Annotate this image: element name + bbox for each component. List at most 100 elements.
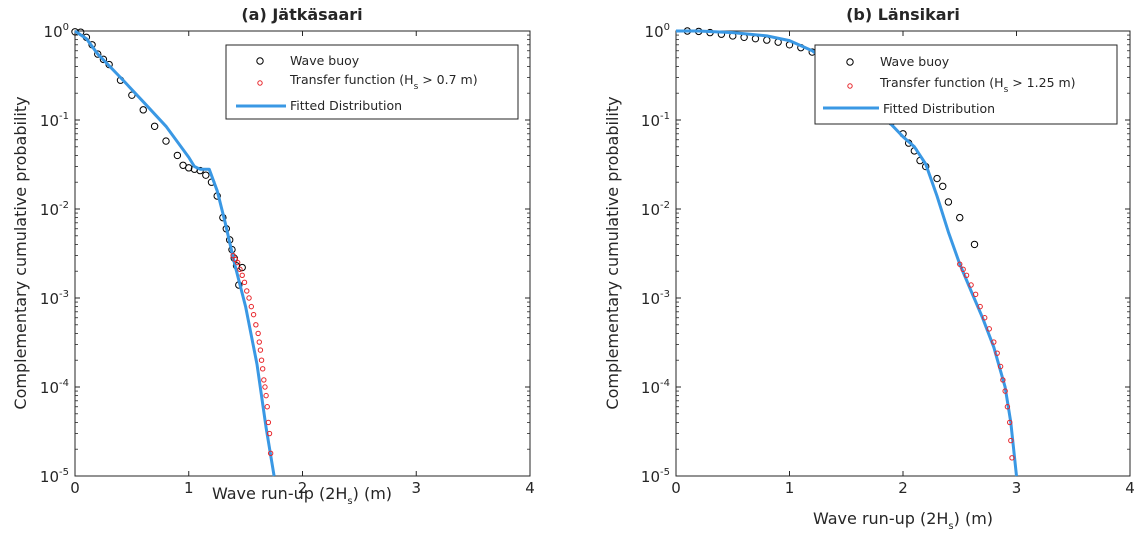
panel-b: (b) Länsikari Complementary cumulative p… bbox=[603, 5, 1135, 532]
transfer-function-point bbox=[239, 272, 245, 278]
legend-marker-buoy bbox=[846, 58, 854, 66]
transfer-function-point bbox=[997, 363, 1004, 370]
transfer-function-point bbox=[244, 288, 250, 294]
buoy-point bbox=[933, 174, 941, 183]
legend-label-buoy: Wave buoy bbox=[290, 53, 360, 68]
legend-item-fitted: Fitted Distribution bbox=[823, 101, 995, 116]
y-tick-label: 100 bbox=[44, 22, 69, 41]
transfer-function-point bbox=[972, 291, 979, 298]
fitted-distribution-line bbox=[74, 29, 276, 477]
transfer-function-point bbox=[230, 252, 236, 259]
buoy-point bbox=[939, 182, 947, 190]
transfer-function-point bbox=[977, 303, 983, 310]
x-tick-label: 3 bbox=[1012, 479, 1022, 497]
transfer-function-point bbox=[255, 330, 261, 337]
y-tick-label: 10-2 bbox=[40, 200, 69, 219]
buoy-point bbox=[150, 122, 159, 130]
y-tick-label: 10-5 bbox=[40, 467, 69, 486]
transfer-function-point bbox=[960, 266, 966, 273]
fitted-distribution-line bbox=[676, 29, 1018, 477]
transfer-function-point bbox=[263, 392, 269, 399]
legend-label-buoy: Wave buoy bbox=[880, 54, 950, 69]
y-tick-label: 10-1 bbox=[641, 111, 670, 130]
buoy-point bbox=[944, 198, 953, 206]
buoy-point bbox=[956, 213, 964, 222]
legend-item-fitted: Fitted Distribution bbox=[236, 98, 402, 113]
transfer-function-point bbox=[267, 450, 274, 456]
transfer-function-point bbox=[246, 295, 252, 301]
buoy-point bbox=[970, 240, 979, 249]
transfer-function-point bbox=[982, 315, 988, 321]
legend-item-buoy: Wave buoy bbox=[256, 53, 360, 68]
panel-b-xlabel: Wave run-up (2Hs) (m) bbox=[813, 509, 993, 532]
x-tick-label: 3 bbox=[411, 479, 421, 497]
buoy-point bbox=[202, 171, 210, 179]
panel-a-plot: 0 1 2 3 4 100 10-1 10-2 10-3 10-4 10-5 bbox=[40, 22, 535, 497]
transfer-function-point bbox=[991, 339, 997, 345]
transfer-function-point bbox=[259, 366, 266, 372]
transfer-function-point bbox=[258, 357, 265, 363]
transfer-function-point bbox=[994, 350, 1000, 356]
legend-label-transfer: Transfer function (Hs > 0.7 m) bbox=[289, 72, 478, 92]
legend-label-fitted: Fitted Distribution bbox=[290, 98, 402, 113]
transfer-function-point bbox=[968, 282, 974, 288]
legend-marker-buoy bbox=[256, 57, 264, 65]
legend-marker-transfer bbox=[847, 83, 853, 89]
panel-b-title: (b) Länsikari bbox=[846, 5, 960, 24]
transfer-function-point bbox=[253, 322, 259, 328]
y-tick-label: 10-3 bbox=[40, 289, 69, 308]
transfer-function-point bbox=[261, 377, 267, 383]
transfer-function-point bbox=[257, 347, 264, 353]
y-tick-label: 10-3 bbox=[641, 289, 670, 308]
legend-item-transfer: Transfer function (Hs > 0.7 m) bbox=[257, 72, 478, 92]
x-tick-label: 0 bbox=[671, 479, 681, 497]
transfer-function-point bbox=[1006, 419, 1013, 426]
legend-marker-transfer bbox=[257, 80, 263, 86]
transfer-function-point bbox=[265, 419, 272, 426]
transfer-function-point bbox=[1002, 388, 1008, 394]
x-tick-label: 1 bbox=[184, 479, 194, 497]
panel-b-ylabel: Complementary cumulative probability bbox=[603, 96, 622, 409]
transfer-function-point bbox=[986, 326, 992, 332]
transfer-function-point bbox=[234, 259, 241, 266]
panel-a-ylabel: Complementary cumulative probability bbox=[11, 96, 30, 409]
transfer-function-point bbox=[1009, 455, 1015, 461]
y-tick-label: 10-1 bbox=[40, 111, 69, 130]
panel-a: (a) Jätkäsaari Complementary cumulative … bbox=[11, 5, 535, 507]
x-tick-label: 1 bbox=[785, 479, 795, 497]
y-tick-label: 10-4 bbox=[641, 378, 670, 397]
transfer-function-point bbox=[963, 272, 970, 278]
transfer-function-point bbox=[1000, 377, 1006, 383]
transfer-function-point bbox=[957, 261, 963, 267]
legend-item-transfer: Transfer function (Hs > 1.25 m) bbox=[847, 75, 1076, 95]
panel-a-title: (a) Jätkäsaari bbox=[241, 5, 362, 24]
panel-a-legend: Wave buoy Transfer function (Hs > 0.7 m)… bbox=[225, 44, 519, 120]
legend-label-fitted: Fitted Distribution bbox=[883, 101, 995, 116]
transfer-function-point bbox=[1004, 404, 1011, 410]
y-tick-label: 10-4 bbox=[40, 378, 69, 397]
transfer-function-point bbox=[264, 404, 270, 410]
transfer-function-point bbox=[266, 430, 273, 437]
x-tick-label: 4 bbox=[1125, 479, 1135, 497]
y-tick-label: 100 bbox=[645, 22, 670, 41]
x-tick-label: 2 bbox=[298, 479, 308, 497]
y-tick-label: 10-5 bbox=[641, 467, 670, 486]
panel-a-xlabel: Wave run-up (2Hs) (m) bbox=[212, 484, 392, 507]
transfer-function-point bbox=[248, 303, 255, 310]
buoy-point bbox=[173, 151, 182, 160]
buoy-point bbox=[99, 55, 108, 64]
transfer-function-point bbox=[262, 384, 268, 390]
x-tick-label: 0 bbox=[70, 479, 80, 497]
panel-b-legend: Wave buoy Transfer function (Hs > 1.25 m… bbox=[814, 44, 1118, 125]
transfer-function-point bbox=[256, 339, 262, 345]
transfer-function-point bbox=[250, 311, 257, 318]
transfer-function-point bbox=[237, 266, 243, 273]
legend-item-buoy: Wave buoy bbox=[846, 54, 950, 69]
transfer-function-point bbox=[1008, 437, 1014, 444]
y-tick-label: 10-2 bbox=[641, 200, 670, 219]
legend-box bbox=[814, 44, 1118, 125]
buoy-point bbox=[162, 137, 170, 145]
x-tick-label: 4 bbox=[525, 479, 535, 497]
x-tick-label: 2 bbox=[898, 479, 908, 497]
